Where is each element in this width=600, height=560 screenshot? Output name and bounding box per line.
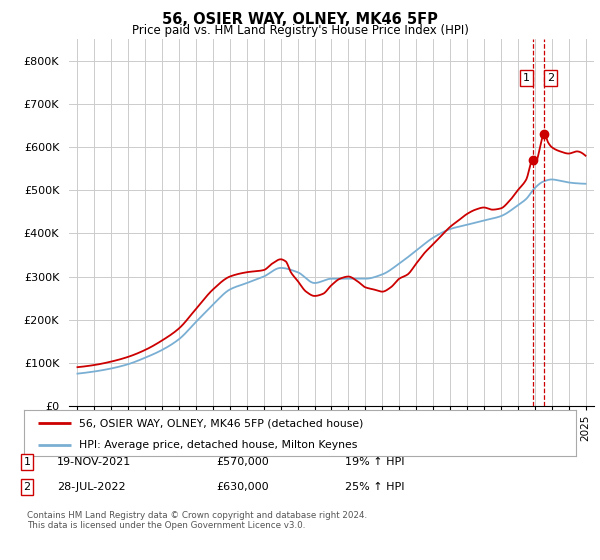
Text: 19-NOV-2021: 19-NOV-2021	[57, 457, 131, 467]
Text: 1: 1	[23, 457, 31, 467]
Text: Price paid vs. HM Land Registry's House Price Index (HPI): Price paid vs. HM Land Registry's House …	[131, 24, 469, 36]
Text: £630,000: £630,000	[216, 482, 269, 492]
Text: 56, OSIER WAY, OLNEY, MK46 5FP (detached house): 56, OSIER WAY, OLNEY, MK46 5FP (detached…	[79, 418, 364, 428]
Text: 1: 1	[523, 73, 530, 83]
Text: Contains HM Land Registry data © Crown copyright and database right 2024.
This d: Contains HM Land Registry data © Crown c…	[27, 511, 367, 530]
Text: 56, OSIER WAY, OLNEY, MK46 5FP: 56, OSIER WAY, OLNEY, MK46 5FP	[162, 12, 438, 27]
Text: 2: 2	[23, 482, 31, 492]
Text: HPI: Average price, detached house, Milton Keynes: HPI: Average price, detached house, Milt…	[79, 440, 358, 450]
Text: 19% ↑ HPI: 19% ↑ HPI	[345, 457, 404, 467]
Text: 28-JUL-2022: 28-JUL-2022	[57, 482, 125, 492]
Text: 25% ↑ HPI: 25% ↑ HPI	[345, 482, 404, 492]
Text: £570,000: £570,000	[216, 457, 269, 467]
Text: 2: 2	[547, 73, 554, 83]
